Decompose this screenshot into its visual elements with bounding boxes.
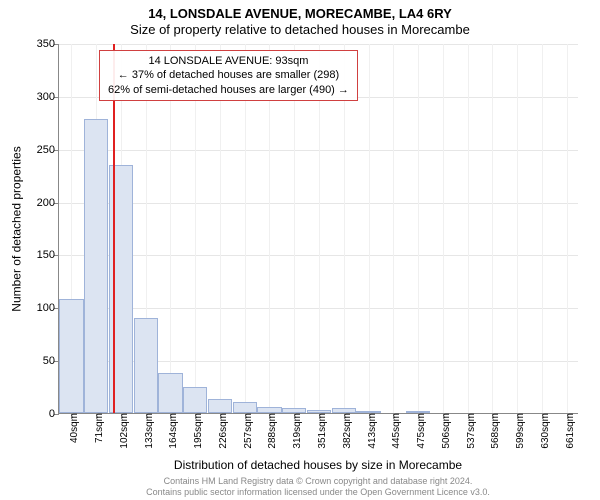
x-tick-label: 164sqm — [164, 413, 179, 449]
x-tick-label: 661sqm — [561, 413, 576, 449]
x-tick-label: 257sqm — [239, 413, 254, 449]
histogram-bar — [183, 387, 207, 413]
histogram-bar — [84, 119, 108, 413]
gridline-v — [418, 44, 419, 413]
chart-subtitle: Size of property relative to detached ho… — [0, 22, 600, 37]
x-tick-label: 351sqm — [313, 413, 328, 449]
histogram-bar — [134, 318, 158, 413]
gridline-v — [492, 44, 493, 413]
histogram-bar — [109, 165, 133, 413]
y-tick-label: 250 — [15, 144, 59, 156]
x-tick-label: 537sqm — [462, 413, 477, 449]
y-tick-label: 50 — [15, 355, 59, 367]
chart-container: 14, LONSDALE AVENUE, MORECAMBE, LA4 6RY … — [0, 0, 600, 500]
x-tick-label: 475sqm — [412, 413, 427, 449]
x-tick-label: 226sqm — [214, 413, 229, 449]
gridline-v — [369, 44, 370, 413]
gridline-v — [393, 44, 394, 413]
x-tick-label: 195sqm — [189, 413, 204, 449]
x-tick-label: 445sqm — [387, 413, 402, 449]
footer-line1: Contains HM Land Registry data © Crown c… — [58, 476, 578, 487]
y-tick-label: 100 — [15, 302, 59, 314]
histogram-bar — [158, 373, 182, 413]
y-tick-label: 300 — [15, 91, 59, 103]
histogram-bar — [59, 299, 83, 413]
x-tick-label: 319sqm — [288, 413, 303, 449]
y-tick-label: 150 — [15, 249, 59, 261]
y-tick-label: 200 — [15, 197, 59, 209]
histogram-bar — [233, 402, 257, 413]
gridline-v — [567, 44, 568, 413]
chart-title-address: 14, LONSDALE AVENUE, MORECAMBE, LA4 6RY — [0, 6, 600, 21]
y-tick-label: 350 — [15, 38, 59, 50]
annotation-box: 14 LONSDALE AVENUE: 93sqm ← 37% of detac… — [99, 50, 358, 101]
footer-attribution: Contains HM Land Registry data © Crown c… — [58, 476, 578, 498]
annotation-line1: 14 LONSDALE AVENUE: 93sqm — [108, 54, 349, 68]
x-tick-label: 40sqm — [65, 413, 80, 443]
x-tick-label: 71sqm — [90, 413, 105, 443]
x-axis-label: Distribution of detached houses by size … — [58, 458, 578, 472]
plot-area: 05010015020025030035040sqm71sqm102sqm133… — [58, 44, 578, 414]
x-tick-label: 382sqm — [338, 413, 353, 449]
footer-line2: Contains public sector information licen… — [58, 487, 578, 498]
x-tick-label: 288sqm — [263, 413, 278, 449]
gridline-v — [443, 44, 444, 413]
y-tick-label: 0 — [15, 408, 59, 420]
x-tick-label: 413sqm — [363, 413, 378, 449]
x-tick-label: 506sqm — [437, 413, 452, 449]
x-tick-label: 568sqm — [486, 413, 501, 449]
x-tick-label: 133sqm — [140, 413, 155, 449]
gridline-v — [468, 44, 469, 413]
gridline-v — [542, 44, 543, 413]
x-tick-label: 599sqm — [511, 413, 526, 449]
histogram-bar — [208, 399, 232, 413]
annotation-line3: 62% of semi-detached houses are larger (… — [108, 83, 349, 97]
x-tick-label: 102sqm — [115, 413, 130, 449]
x-tick-label: 630sqm — [536, 413, 551, 449]
annotation-line2: ← 37% of detached houses are smaller (29… — [108, 68, 349, 82]
gridline-v — [517, 44, 518, 413]
